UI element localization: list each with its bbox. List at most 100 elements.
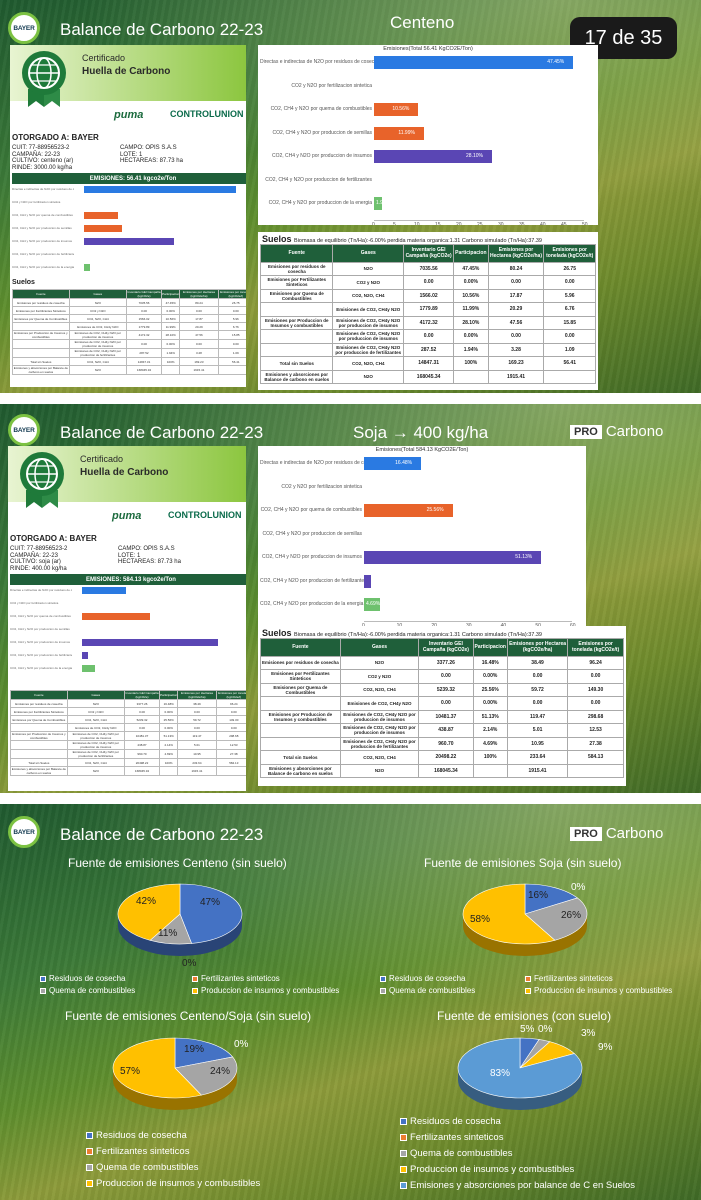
table-header-cell: Gases <box>68 289 127 299</box>
table-cell: 96.24 <box>215 699 246 708</box>
table-cell <box>259 329 334 344</box>
legend-centeno-soja: Residuos de cosecha Fertilizantes sintet… <box>86 1130 346 1194</box>
table-cell: CO2, N2O, CH4 <box>339 750 420 765</box>
pie-chart-con-suelo <box>457 1037 583 1110</box>
emissions-bar-chart: Emisiones(Total 56.41 KgCO2E/Ton) Direct… <box>258 45 598 225</box>
otorgado: OTORGADO A: BAYER <box>10 534 97 543</box>
pie-label: 19% <box>184 1044 205 1055</box>
table-cell: 16.48% <box>472 655 508 670</box>
x-tick-label: 0 <box>372 221 375 226</box>
legend-swatch <box>86 1164 93 1171</box>
table-cell: Emisiones por Produccion de Insumos y co… <box>12 330 70 340</box>
bayer-logo: BAYER <box>8 414 40 446</box>
legend-item: Fertilizantes sinteticos <box>400 1132 503 1143</box>
table-cell: 0.00 <box>215 707 246 716</box>
bar <box>364 457 422 470</box>
table-header-cell: Emisiones por tonelada (kgCO2e/t) <box>217 289 246 299</box>
table-cell: 2.14% <box>159 740 179 750</box>
chart-title: Emisiones(Total 56.41 KgCO2E/Ton) <box>383 46 473 52</box>
table-row: Emisiones por Quema de Combustibles CO2, … <box>259 288 596 303</box>
table-row: Emisiones por Fertilizantes Sinteticos CO… <box>259 275 596 290</box>
table-row: Emisiones de CO2, CH4y N2O 1779.89 11.99% 2… <box>259 302 596 317</box>
table-cell: 5239.32 <box>418 682 474 697</box>
suelos-table: Fuente Gases Inventario GEI Campaña (kgCO2… <box>260 638 624 778</box>
x-tick-label: 45 <box>561 221 567 226</box>
legend-soja: Residuos de cosecha Fertilizantes sintet… <box>380 974 700 1004</box>
legend-item: Quema de combustibles <box>40 986 135 995</box>
table-cell: Emisiones por Quema de Combustibles <box>10 715 68 724</box>
suelos-table-box: Suelos Biomasa de equilibrio (Tn/Ha):-6.… <box>258 232 598 390</box>
x-tick-label: 10 <box>414 221 420 226</box>
mini-bar-label: CO2, CH4 y N2O por produccion de fertili… <box>12 252 74 256</box>
table-cell: 1779.89 <box>403 302 455 317</box>
table-cell <box>260 736 341 751</box>
bar-category-label: CO2, CH4 y N2O por produccion de insumos <box>271 153 372 159</box>
table-cell: 1.94% <box>453 342 489 357</box>
legend-item: Residuos de cosecha <box>40 974 126 983</box>
table-cell <box>12 339 70 349</box>
table-cell: N2O <box>332 261 405 276</box>
table-cell: 1915.41 <box>487 369 545 384</box>
table-cell: CO2 y N2O <box>68 306 127 315</box>
mini-bar <box>84 186 236 193</box>
table-header-cell: Gases <box>332 244 405 263</box>
legend-item: Residuos de cosecha <box>380 974 466 983</box>
table-cell: 12.53 <box>567 723 624 738</box>
table-cell: Total sin Suelos <box>12 357 70 366</box>
pie-slice <box>117 883 181 941</box>
table-cell: N2O <box>66 699 125 708</box>
bar <box>364 574 372 588</box>
legend-swatch <box>400 1182 407 1189</box>
slide-centeno: BAYER Balance de Carbono 22-23 Centeno 1… <box>0 0 701 393</box>
mini-bar-label: CO2, CH4 y N2O por produccion de la ener… <box>12 265 74 269</box>
mini-bar-label: CO2 y N2O por fertilizacion sintetica <box>10 601 59 605</box>
table-row: Emisiones y absorciones por Balance de c… <box>259 369 596 384</box>
table-cell <box>161 365 181 375</box>
table-cell: 0.00% <box>472 669 508 684</box>
bar-value-label: 11.99% <box>398 129 415 136</box>
table-cell: 168045.34 <box>418 763 474 778</box>
table-cell: N2O <box>339 763 420 778</box>
table-cell: 0.00% <box>472 696 508 711</box>
table-cell: 168045.34 <box>403 369 455 384</box>
legend-item: Quema de combustibles <box>380 986 475 995</box>
table-cell: 298.68 <box>567 709 624 724</box>
procarbono-logo: PRO Carbono <box>570 825 663 842</box>
pie-side <box>463 914 587 956</box>
table-cell: 149.30 <box>567 682 624 697</box>
table-cell: 5.96 <box>543 288 596 303</box>
table-header-cell: Inventario GEI Campaña (kgCO2e) <box>123 690 161 700</box>
table-header-cell: Inventario GEI Campaña (kgCO2e) <box>418 638 474 657</box>
table-cell: 100% <box>472 750 508 765</box>
bar <box>374 56 574 69</box>
table-cell: 59.72 <box>506 682 569 697</box>
table-cell: 27.38 <box>567 736 624 751</box>
table-cell <box>543 369 596 384</box>
bar <box>364 551 542 564</box>
table-cell: 14847.31 <box>403 356 455 371</box>
table-cell <box>215 766 246 776</box>
table-cell: 0.00 <box>567 669 624 684</box>
table-cell: N2O <box>68 298 127 307</box>
table-cell: Emisiones de CO2, CH4y N2O por produccio… <box>339 736 420 751</box>
table-cell: 47.56 <box>179 330 219 340</box>
table-cell: 10.95 <box>506 736 569 751</box>
legend-swatch <box>40 987 46 994</box>
pie-chart-centeno <box>117 883 243 956</box>
table-cell: 96.24 <box>567 655 624 670</box>
cert-name: Huella de Carbono <box>80 467 169 478</box>
pie-label: 3% <box>581 1028 596 1039</box>
table-cell: 5.01 <box>506 723 569 738</box>
mini-bar-label: CO2, CH4 y N2O por quema de combustibles <box>10 614 71 618</box>
pie-slice <box>524 897 588 941</box>
table-cell: 15.85 <box>217 330 246 340</box>
table-cell: 1779.89 <box>125 322 163 331</box>
table-cell: N2O <box>68 365 127 375</box>
puma-logo: puma <box>114 109 144 121</box>
bar-category-label: CO2, CH4 y N2O por quema de combustibles <box>270 106 372 112</box>
table-row: Emisiones y absorciones por Balance de c… <box>12 365 246 375</box>
x-axis <box>364 620 572 622</box>
table-cell: 960.70 <box>418 736 474 751</box>
table-row: Emisiones por Fertilizantes Sinteticos CO… <box>12 306 246 315</box>
table-cell: Emisiones por residuos de cosecha <box>12 298 70 307</box>
